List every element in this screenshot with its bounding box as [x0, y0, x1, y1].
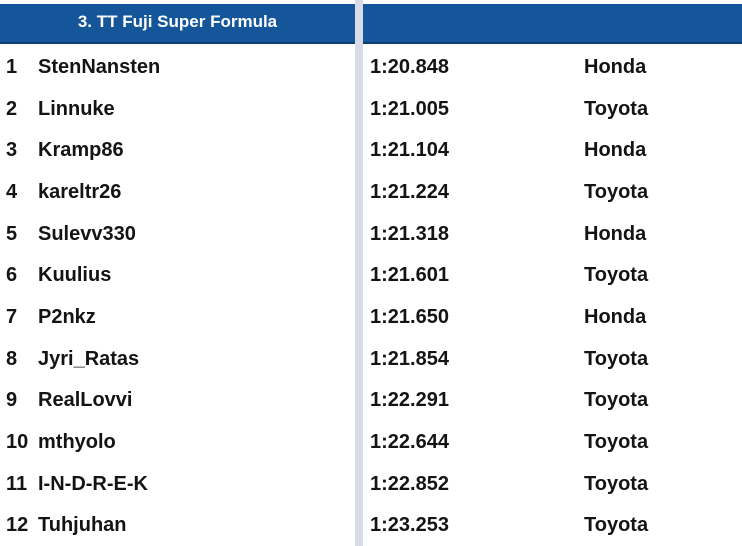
position-label: 1 — [6, 55, 18, 78]
lap-time: 1:21.104 — [370, 139, 449, 162]
car-brand: Toyota — [584, 347, 649, 370]
driver-name: StenNansten — [38, 55, 161, 78]
position-label: 3 — [6, 139, 18, 162]
driver-name: Tuhjuhan — [38, 514, 127, 537]
lap-time: 1:21.854 — [370, 347, 449, 370]
driver-name: Kramp86 — [38, 139, 124, 162]
table-row: 3 Kramp86 1:21.104 Honda — [0, 129, 742, 171]
table-row: 2 Linnuke 1:21.005 Toyota — [0, 88, 742, 130]
position-label: 5 — [6, 222, 18, 245]
position-label: 12 — [6, 514, 29, 537]
car-brand: Toyota — [584, 430, 649, 453]
driver-name: Sulevv330 — [38, 222, 136, 245]
car-brand: Honda — [584, 55, 647, 78]
driver-name: kareltr26 — [38, 180, 122, 203]
car-brand: Toyota — [584, 264, 649, 287]
driver-name: Jyri_Ratas — [38, 347, 140, 370]
driver-name: I-N-D-R-E-K — [38, 472, 148, 495]
header-title-bar: 3. TT Fuji Super Formula — [0, 4, 355, 44]
table-row: 9 RealLovvi 1:22.291 Toyota — [0, 379, 742, 421]
car-brand: Toyota — [584, 472, 649, 495]
table-row: 12 Tuhjuhan 1:23.253 Toyota — [0, 504, 742, 546]
car-brand: Toyota — [584, 514, 649, 537]
car-brand: Toyota — [584, 97, 649, 120]
driver-name: Kuulius — [38, 264, 112, 287]
car-brand: Toyota — [584, 389, 649, 412]
position-label: 6 — [6, 264, 18, 287]
table-row: 10 mthyolo 1:22.644 Toyota — [0, 421, 742, 463]
table-row: 1 StenNansten 1:20.848 Honda — [0, 46, 742, 88]
position-label: 7 — [6, 305, 18, 328]
header-right-block — [363, 4, 742, 44]
position-label: 10 — [6, 430, 29, 453]
lap-time: 1:21.650 — [370, 305, 449, 328]
lap-time: 1:21.005 — [370, 97, 449, 120]
lap-time: 1:22.852 — [370, 472, 449, 495]
car-brand: Honda — [584, 222, 647, 245]
position-label: 8 — [6, 347, 18, 370]
driver-name: Linnuke — [38, 97, 115, 120]
position-label: 4 — [6, 180, 18, 203]
driver-name: RealLovvi — [38, 389, 133, 412]
position-label: 11 — [6, 472, 28, 495]
table-row: 7 P2nkz 1:21.650 Honda — [0, 296, 742, 338]
driver-name: mthyolo — [38, 430, 116, 453]
position-label: 2 — [6, 97, 18, 120]
table-row: 6 Kuulius 1:21.601 Toyota — [0, 254, 742, 296]
lap-time: 1:21.318 — [370, 222, 449, 245]
lap-time: 1:22.644 — [370, 430, 449, 453]
car-brand: Toyota — [584, 180, 649, 203]
table-row: 11 I-N-D-R-E-K 1:22.852 Toyota — [0, 463, 742, 505]
column-divider — [355, 0, 363, 546]
lap-time: 1:23.253 — [370, 514, 449, 537]
lap-time: 1:22.291 — [370, 389, 449, 412]
page-title: 3. TT Fuji Super Formula — [77, 12, 278, 31]
lap-time: 1:21.601 — [370, 264, 449, 287]
table-row: 4 kareltr26 1:21.224 Toyota — [0, 171, 742, 213]
lap-time: 1:20.848 — [370, 55, 449, 78]
results-table: 1 StenNansten 1:20.848 Honda 2 Linnuke 1… — [0, 46, 742, 546]
car-brand: Honda — [584, 305, 647, 328]
table-row: 8 Jyri_Ratas 1:21.854 Toyota — [0, 338, 742, 380]
driver-name: P2nkz — [38, 305, 96, 328]
position-label: 9 — [6, 389, 18, 412]
lap-time: 1:21.224 — [370, 180, 449, 203]
table-row: 5 Sulevv330 1:21.318 Honda — [0, 213, 742, 255]
car-brand: Honda — [584, 139, 647, 162]
